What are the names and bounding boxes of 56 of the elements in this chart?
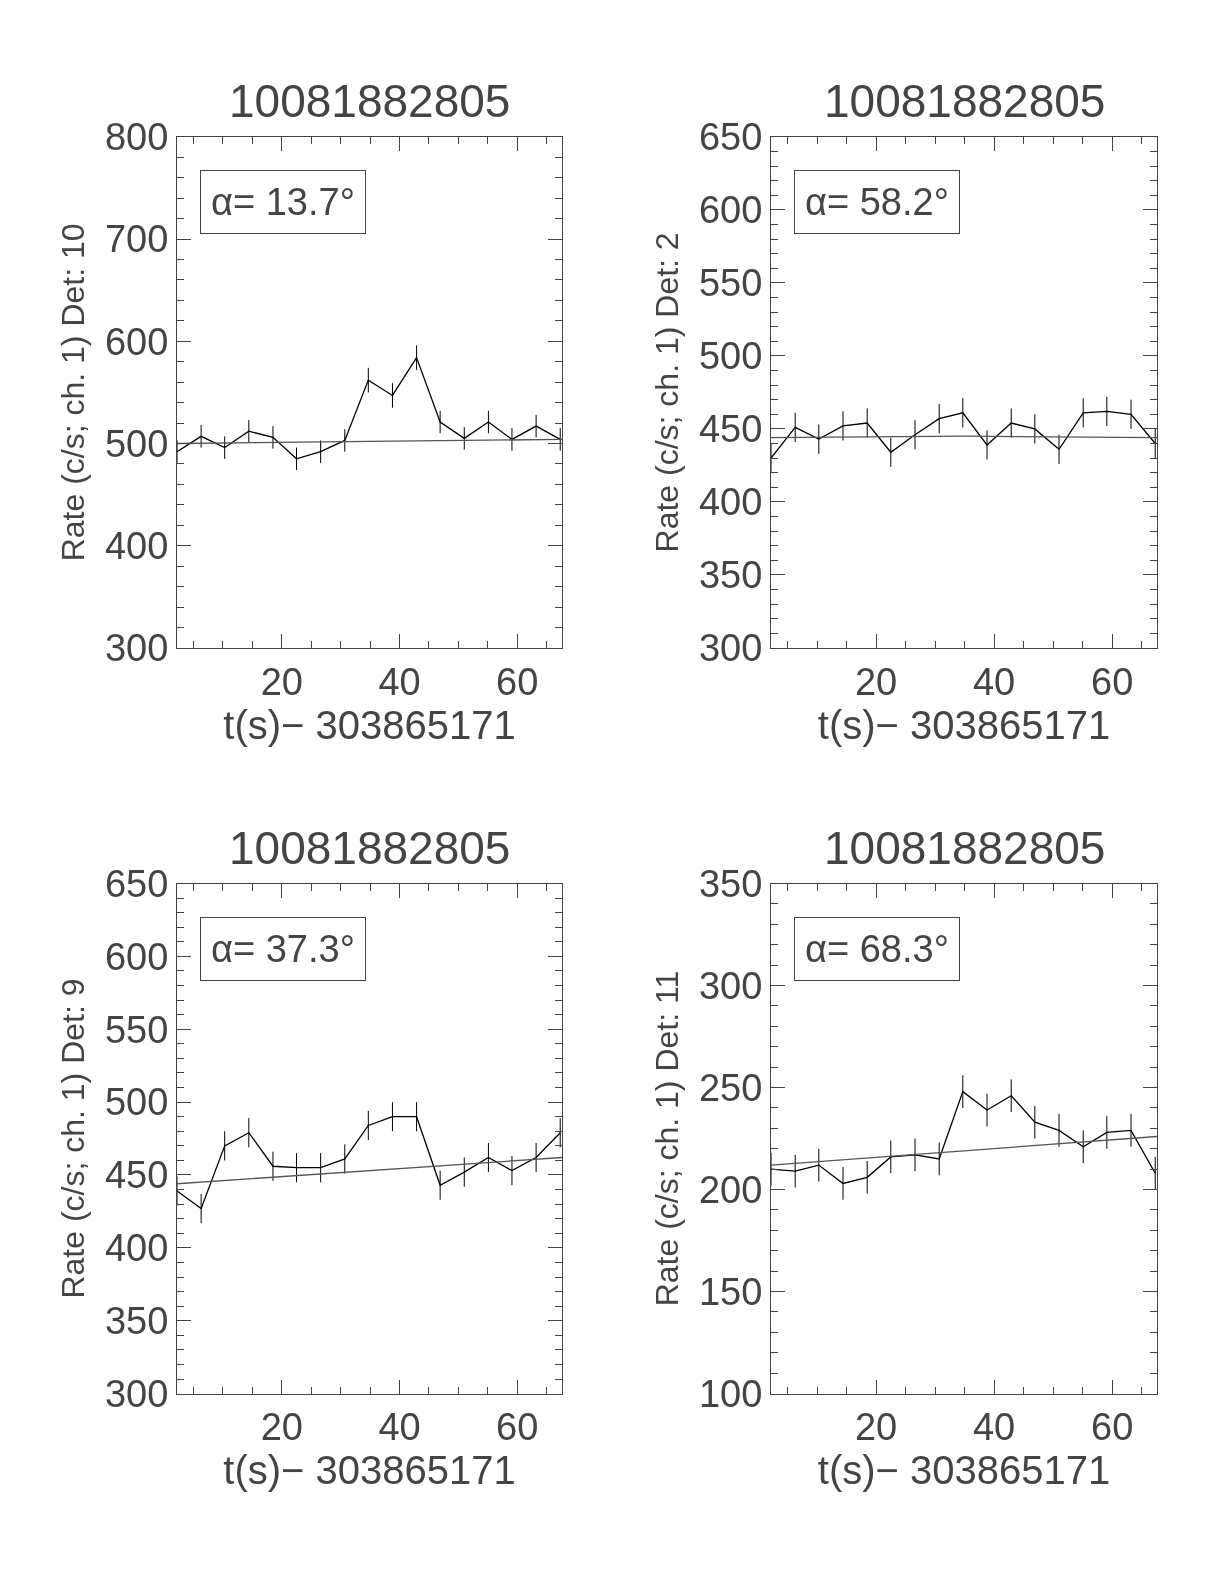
x-tick-label: 40 xyxy=(378,1406,421,1449)
x-tick-label: 20 xyxy=(260,660,303,703)
x-tick-label: 40 xyxy=(972,660,1016,703)
annotation: α= 68.3° xyxy=(805,928,949,970)
y-tick-label: 500 xyxy=(104,1081,169,1124)
x-tick-label: 20 xyxy=(260,1406,303,1449)
x-tick-label: 60 xyxy=(496,1406,539,1449)
y-tick-label: 650 xyxy=(698,116,763,159)
y-tick-label: 600 xyxy=(104,320,169,363)
x-tick-label: 20 xyxy=(854,660,898,703)
y-tick-label: 250 xyxy=(698,1066,763,1109)
y-tick-label: 450 xyxy=(104,1154,169,1197)
annotation: α= 13.7° xyxy=(211,181,355,223)
y-tick-label: 100 xyxy=(698,1372,763,1415)
y-tick-label: 600 xyxy=(698,189,763,232)
annotation: α= 58.2° xyxy=(805,181,949,223)
y-axis-title: Rate (c/s; ch. 1) Det: 10 xyxy=(55,223,92,562)
y-tick-label: 450 xyxy=(698,408,763,451)
y-tick-label: 350 xyxy=(698,862,763,905)
chart-title: 10081882805 xyxy=(229,822,511,874)
x-axis-title: t(s)− 303865171 xyxy=(817,1448,1111,1493)
x-tick-label: 60 xyxy=(496,660,539,703)
x-tick-label: 40 xyxy=(378,660,421,703)
y-tick-label: 300 xyxy=(698,964,763,1007)
y-axis-title: Rate (c/s; ch. 1) Det: 9 xyxy=(55,978,92,1299)
chart-title: 10081882805 xyxy=(824,822,1106,874)
x-tick-label: 20 xyxy=(854,1406,898,1449)
y-tick-label: 300 xyxy=(104,1372,169,1415)
x-tick-label: 60 xyxy=(1091,660,1134,703)
y-tick-label: 500 xyxy=(104,422,169,465)
annotation: α= 37.3° xyxy=(211,928,355,970)
y-tick-label: 550 xyxy=(698,262,763,305)
x-tick-label: 40 xyxy=(972,1406,1016,1449)
y-tick-label: 200 xyxy=(698,1168,763,1211)
y-tick-label: 400 xyxy=(104,525,169,567)
y-tick-label: 400 xyxy=(698,481,763,524)
y-tick-label: 150 xyxy=(698,1270,763,1313)
x-axis-title: t(s)− 303865171 xyxy=(223,1448,516,1493)
chart-title: 10081882805 xyxy=(229,75,511,127)
x-tick-label: 60 xyxy=(1091,1406,1134,1449)
y-tick-label: 400 xyxy=(104,1227,169,1270)
y-tick-label: 650 xyxy=(104,862,169,905)
y-tick-label: 800 xyxy=(104,116,169,159)
y-axis-title: Rate (c/s; ch. 1) Det: 11 xyxy=(649,970,686,1307)
y-tick-label: 350 xyxy=(698,554,763,597)
y-axis-title: Rate (c/s; ch. 1) Det: 2 xyxy=(649,232,686,553)
y-tick-label: 350 xyxy=(104,1300,169,1343)
y-tick-label: 300 xyxy=(698,627,763,670)
y-tick-label: 600 xyxy=(104,935,169,978)
x-axis-title: t(s)− 303865171 xyxy=(223,702,516,747)
y-tick-label: 550 xyxy=(104,1008,169,1051)
y-tick-label: 500 xyxy=(698,335,763,378)
chart-title: 10081882805 xyxy=(824,75,1106,127)
x-axis-title: t(s)− 303865171 xyxy=(817,702,1111,747)
y-tick-label: 700 xyxy=(104,218,169,261)
y-tick-label: 300 xyxy=(104,627,169,670)
